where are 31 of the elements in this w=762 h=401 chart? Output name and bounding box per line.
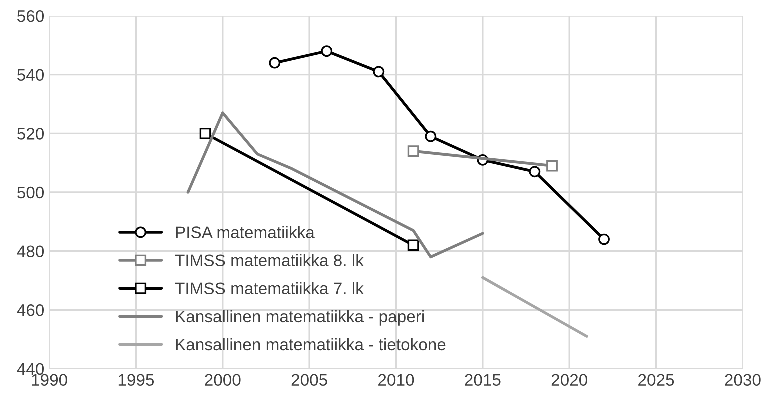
y-tick-label: 460 [17, 304, 44, 316]
x-tick-label: 2030 [725, 374, 761, 386]
point [598, 234, 610, 246]
x-tick-label: 1990 [32, 374, 68, 386]
point [546, 160, 558, 172]
legend-label: Kansallinen matematiikka - tietokone [176, 338, 446, 351]
legend-label: TIMSS matematiikka 7. lk [175, 282, 364, 295]
y-tick-label: 500 [18, 186, 44, 199]
point [321, 46, 333, 58]
point [425, 130, 437, 142]
y-tick-label: 560 [18, 10, 44, 22]
point [269, 57, 281, 69]
x-tick-label: 2015 [465, 374, 501, 386]
legend-label: TIMSS matematiikka 8. lk [175, 254, 364, 267]
point [529, 166, 541, 178]
point [408, 146, 420, 158]
legend-label: Kansallinen matematiikka - paperi [176, 310, 424, 326]
x-tick-label: 1995 [118, 374, 154, 386]
x-tick-label: 2005 [292, 374, 328, 386]
x-tick-label: 2000 [205, 374, 241, 386]
point [200, 128, 212, 140]
x-tick-label: 2010 [378, 374, 414, 386]
x-tick-label: 2025 [638, 374, 674, 386]
point [408, 240, 420, 252]
y-tick-label: 480 [17, 246, 44, 258]
x-tick-label: 2020 [552, 374, 588, 386]
point [373, 66, 385, 78]
y-tick-label: 520 [18, 128, 44, 140]
y-tick-label: 540 [18, 69, 44, 82]
y-tick-label: 440 [17, 363, 44, 376]
legend-label: PISA matematiikka [176, 226, 315, 238]
